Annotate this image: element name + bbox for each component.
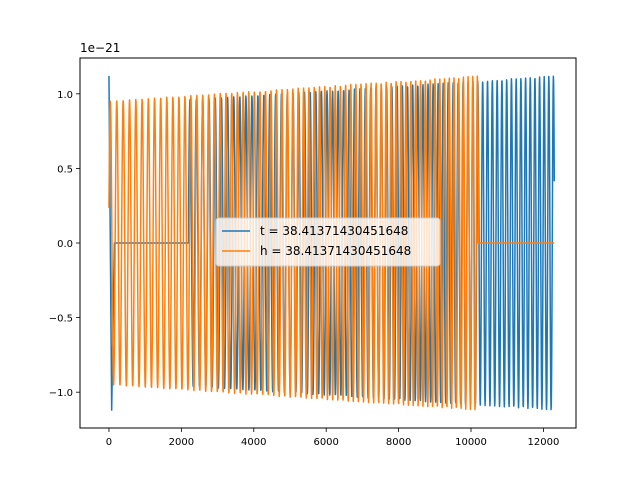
legend: t = 38.41371430451648 h = 38.413714304516… (215, 217, 441, 267)
series-line-1 (108, 75, 555, 411)
y-tick-label: 1.0 (57, 90, 73, 101)
x-tick-label: 12000 (528, 437, 560, 448)
y-tick-label: 0.0 (57, 239, 73, 250)
x-tick-label: 4000 (241, 437, 266, 448)
x-tick-label: 8000 (386, 437, 411, 448)
y-tick-label: 0.5 (57, 164, 73, 175)
legend-label: t = 38.41371430451648 (260, 224, 408, 238)
y-tick-label: −0.5 (49, 314, 73, 325)
x-tick-label: 2000 (169, 437, 194, 448)
y-offset-text: 1e−21 (80, 41, 120, 55)
x-tick-label: 0 (106, 437, 112, 448)
series-layer (108, 75, 556, 411)
x-axis: 0 2000 4000 6000 8000 10000 12000 (106, 428, 560, 448)
legend-label: h = 38.41371430451648 (260, 244, 411, 258)
x-tick-label: 6000 (313, 437, 338, 448)
x-tick-label: 10000 (455, 437, 487, 448)
y-tick-label: −1.0 (49, 388, 73, 399)
y-axis: 1.0 0.5 0.0 −0.5 −1.0 (49, 90, 80, 399)
legend-box (215, 217, 441, 267)
